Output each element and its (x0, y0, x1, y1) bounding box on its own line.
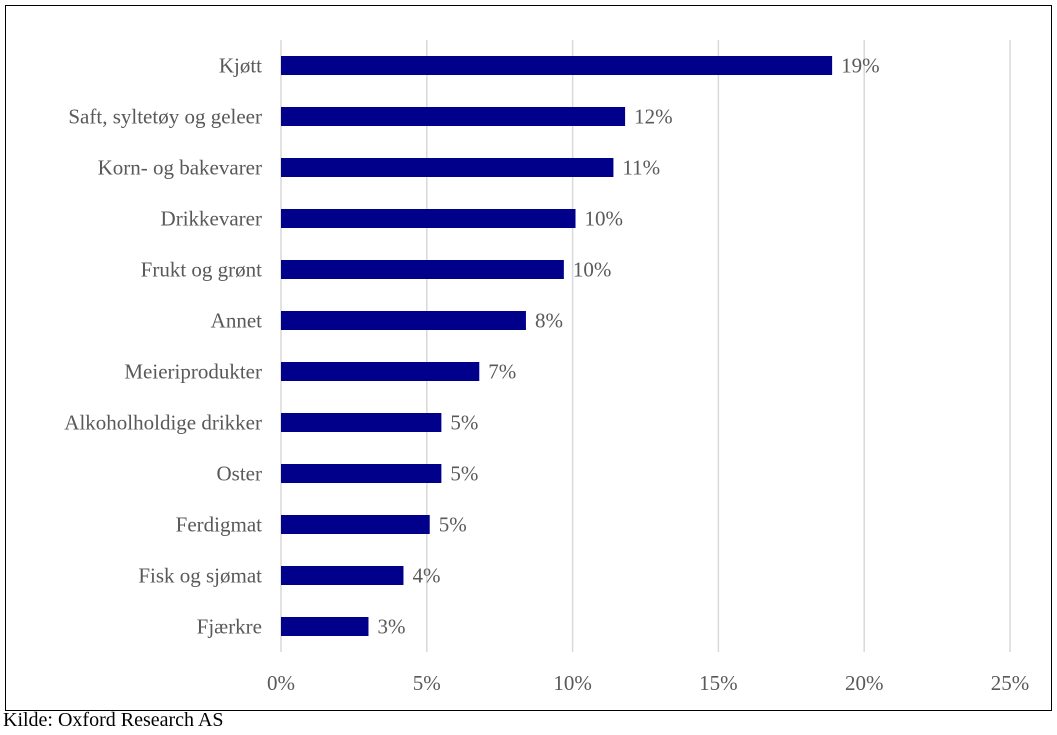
bar (281, 362, 480, 381)
category-label: Drikkevarer (161, 207, 262, 231)
bar (281, 56, 833, 75)
bar (281, 209, 576, 228)
category-label: Meieriprodukter (124, 360, 262, 384)
category-label: Fisk og sjømat (138, 564, 262, 588)
bar (281, 413, 442, 432)
category-label: Saft, syltetøy og geleer (68, 105, 262, 129)
bar (281, 260, 564, 279)
data-label: 5% (439, 513, 467, 537)
category-label: Ferdigmat (176, 513, 262, 537)
x-tick-label: 0% (267, 671, 295, 695)
bar (281, 566, 404, 585)
data-label: 5% (450, 462, 478, 486)
data-label: 7% (488, 360, 516, 384)
bar (281, 515, 430, 534)
data-label: 4% (412, 564, 440, 588)
category-label: Fjærkre (197, 615, 262, 639)
x-tick-label: 20% (845, 671, 884, 695)
chart-frame (5, 5, 1052, 711)
category-label: Alkoholholdige drikker (64, 411, 262, 435)
bar (281, 107, 626, 126)
bar (281, 158, 614, 177)
x-tick-label: 25% (991, 671, 1030, 695)
data-label: 10% (585, 207, 624, 231)
data-label: 11% (622, 156, 660, 180)
category-label: Kjøtt (219, 54, 262, 78)
data-label: 8% (535, 309, 563, 333)
bar (281, 311, 526, 330)
category-label: Frukt og grønt (141, 258, 263, 282)
data-label: 3% (377, 615, 405, 639)
x-tick-label: 15% (699, 671, 738, 695)
x-tick-label: 10% (553, 671, 592, 695)
data-label: 5% (450, 411, 478, 435)
bar (281, 464, 442, 483)
x-tick-label: 5% (413, 671, 441, 695)
category-label: Annet (211, 309, 262, 333)
source-note: Kilde: Oxford Research AS (3, 709, 224, 731)
data-label: 19% (841, 54, 880, 78)
data-label: 10% (573, 258, 612, 282)
data-label: 12% (634, 105, 673, 129)
category-label: Korn- og bakevarer (98, 156, 262, 180)
bar (281, 617, 369, 636)
category-label: Oster (217, 462, 263, 486)
